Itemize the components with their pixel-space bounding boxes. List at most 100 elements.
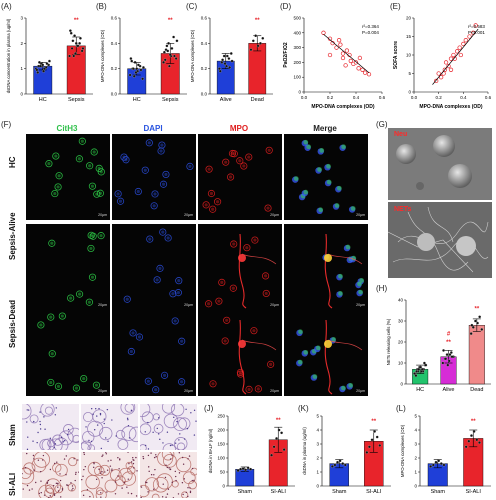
cell-marker (164, 172, 168, 177)
data-point (222, 54, 226, 58)
data-point (442, 463, 446, 467)
scatter-point (436, 71, 441, 76)
cell-marker (176, 291, 180, 295)
cell-marker (319, 148, 325, 153)
cell-marker (89, 246, 93, 251)
cell-nucleus (26, 409, 28, 411)
x-tick-label: Dead (470, 387, 483, 393)
data-point (38, 64, 42, 68)
data-point (166, 49, 170, 53)
cell-marker (188, 164, 192, 169)
cell-marker (90, 275, 95, 279)
cell-marker (151, 190, 159, 198)
y-tick-label: 0.2 (201, 66, 208, 71)
scale-bar-label: 20μm (270, 303, 279, 307)
cell-nucleus (49, 468, 52, 471)
chart-k: 0 1 2 3 4 5 Sham SI-ALI dsDNA in plasma (ug/ml) *… (302, 414, 391, 495)
chart-j: 0 50 100 150 200 250 Sham SI-ALI dsDNA in BALF (… (208, 414, 295, 495)
cell-nucleus (22, 472, 23, 475)
cell-nucleus (90, 440, 93, 443)
cell-marker (205, 165, 213, 173)
y-tick-label: 15 (406, 34, 412, 39)
cell-marker (160, 371, 169, 379)
data-point (139, 68, 143, 72)
cell-marker (169, 290, 177, 298)
data-point (277, 428, 281, 432)
cell-nucleus (42, 459, 44, 461)
cell-nucleus (166, 493, 169, 495)
cell-nucleus (54, 414, 57, 416)
cell-nucleus (89, 495, 91, 498)
data-point (69, 31, 73, 35)
cell-marker (326, 163, 331, 169)
data-point (258, 41, 262, 45)
alveolus (109, 469, 122, 481)
cell-nucleus (182, 493, 184, 496)
data-point (79, 36, 82, 40)
cell-nucleus (53, 446, 55, 449)
micrograph-drawing (296, 319, 363, 395)
chart-h: 0 10 20 30 40 HC Alive Dead NETs releasing cells… (386, 298, 491, 393)
data-point (239, 467, 242, 471)
significance-mark: ** (371, 419, 376, 425)
cell-marker (351, 255, 357, 261)
cell-nucleus (83, 452, 85, 454)
y-tick-label: 0 (408, 90, 411, 95)
cell-marker (48, 239, 56, 247)
alveolus (81, 442, 91, 450)
data-point (71, 39, 75, 43)
histology-tile (140, 452, 197, 498)
cell-marker (49, 315, 53, 319)
data-point (442, 349, 445, 352)
cell-marker (116, 192, 120, 196)
cell-nucleus (115, 435, 117, 437)
cell-nucleus (66, 434, 69, 436)
cell-nucleus (70, 482, 72, 484)
scatter-point (343, 63, 348, 68)
cell-marker (57, 174, 61, 178)
cell-nucleus (165, 496, 167, 498)
chart-c: 0.0 0.2 0.4 0.6 Alive Dead MPO-DNA complexes (… (190, 16, 273, 103)
p-value-text: P<0.001 (468, 30, 485, 35)
cell-marker (242, 164, 246, 168)
cell-marker (90, 184, 95, 188)
cell-marker (251, 236, 259, 244)
cell-nucleus (100, 447, 103, 450)
scatter-point (452, 56, 457, 61)
alveolus (176, 456, 192, 473)
cell-nucleus (142, 457, 145, 460)
chart-d: 0 100 200 300 400 500 0.0 0.2 0.4 0.6 MPO-DNA comp… (283, 16, 386, 111)
nets-cluster (238, 254, 246, 262)
y-tick-label: 0.6 (201, 16, 208, 21)
cell-marker (341, 385, 346, 391)
cell-nucleus (162, 483, 164, 485)
cell-marker (358, 289, 364, 295)
y-tick-label: 0.0 (201, 92, 208, 97)
cell-nucleus (48, 497, 50, 498)
alveolus (99, 464, 111, 476)
y-tick-label: 0.6 (111, 16, 118, 21)
data-point (439, 462, 443, 465)
cell-nucleus (186, 427, 189, 430)
cell-nucleus (65, 474, 67, 476)
cell-marker (230, 240, 238, 248)
scatter-point (338, 42, 343, 47)
cell-marker (160, 143, 164, 147)
cell-marker (245, 153, 253, 161)
micrograph-tile: 20μm (26, 134, 110, 220)
y-tick-label: 0 (414, 484, 417, 489)
x-tick-label: Sepsis (162, 97, 179, 103)
cell-marker (215, 200, 220, 204)
cell-nucleus (39, 470, 42, 473)
cell-marker (144, 377, 152, 385)
cell-marker (122, 156, 130, 164)
cell-nucleus (72, 487, 74, 490)
scale-bar-label: 20μm (270, 213, 279, 217)
chart-a: 0 1 2 3 HC Sepsis dsDNA concentration in plasm… (6, 16, 93, 103)
y-tick-label: 30 (398, 319, 404, 324)
row-head-sepsis-dead: Sepsis-Dead (8, 299, 17, 348)
cell-nucleus (103, 418, 106, 420)
y-tick-label: 1 (316, 470, 319, 475)
cell-marker (56, 185, 60, 189)
scale-bar-label: 20μm (184, 303, 193, 307)
